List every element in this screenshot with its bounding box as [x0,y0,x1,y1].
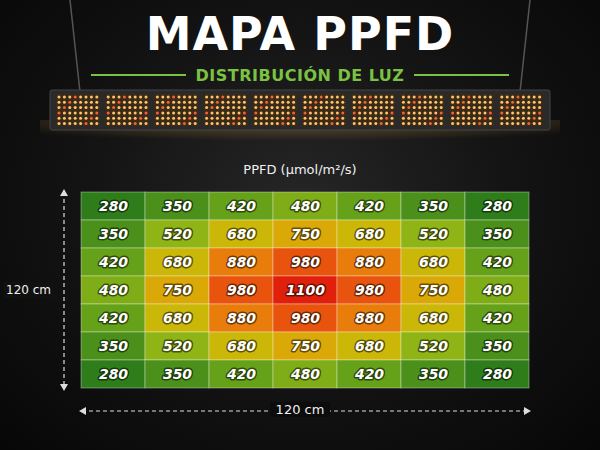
svg-text:350: 350 [163,366,192,382]
svg-text:980: 980 [227,282,256,298]
svg-text:750: 750 [163,282,192,298]
svg-text:680: 680 [227,338,256,354]
svg-text:980: 980 [291,254,320,270]
svg-text:280: 280 [99,366,128,382]
svg-text:680: 680 [163,310,192,326]
html-text:PPFD (µmol/m²/s): PPFD (µmol/m²/s) [243,162,357,177]
svg-text:520: 520 [419,226,448,242]
svg-text:1100: 1100 [286,282,325,298]
svg-text:880: 880 [355,310,384,326]
svg-text:680: 680 [163,254,192,270]
svg-text:420: 420 [354,198,384,214]
svg-text:420: 420 [98,254,128,270]
svg-text:750: 750 [291,338,320,354]
svg-text:420: 420 [482,254,512,270]
svg-text:520: 520 [163,226,192,242]
svg-text:480: 480 [290,198,320,214]
svg-text:480: 480 [290,366,320,382]
svg-text:350: 350 [99,338,128,354]
svg-text:980: 980 [291,310,320,326]
svg-text:680: 680 [355,338,384,354]
svg-text:750: 750 [419,282,448,298]
svg-text:750: 750 [291,226,320,242]
svg-text:880: 880 [227,254,256,270]
svg-text:520: 520 [163,338,192,354]
svg-text:420: 420 [226,366,256,382]
html-text:MAPA PPFD: MAPA PPFD [145,7,455,61]
svg-text:420: 420 [482,310,512,326]
svg-text:680: 680 [419,310,448,326]
svg-text:880: 880 [227,310,256,326]
svg-text:280: 280 [483,198,512,214]
svg-text:880: 880 [355,254,384,270]
svg-text:350: 350 [419,366,448,382]
svg-text:480: 480 [482,282,512,298]
html-text:120 cm: 120 cm [275,402,325,417]
svg-text:480: 480 [98,282,128,298]
svg-text:680: 680 [227,226,256,242]
svg-text:980: 980 [355,282,384,298]
svg-text:520: 520 [419,338,448,354]
svg-text:280: 280 [99,198,128,214]
svg-text:350: 350 [483,338,512,354]
html-text:DISTRIBUCIÓN DE LUZ: DISTRIBUCIÓN DE LUZ [195,65,405,85]
svg-text:680: 680 [355,226,384,242]
svg-text:420: 420 [226,198,256,214]
svg-text:350: 350 [99,226,128,242]
svg-text:680: 680 [419,254,448,270]
svg-text:420: 420 [98,310,128,326]
html-text:120 cm: 120 cm [6,283,51,297]
svg-text:420: 420 [354,366,384,382]
svg-text:350: 350 [163,198,192,214]
svg-text:280: 280 [483,366,512,382]
svg-text:350: 350 [419,198,448,214]
svg-text:350: 350 [483,226,512,242]
